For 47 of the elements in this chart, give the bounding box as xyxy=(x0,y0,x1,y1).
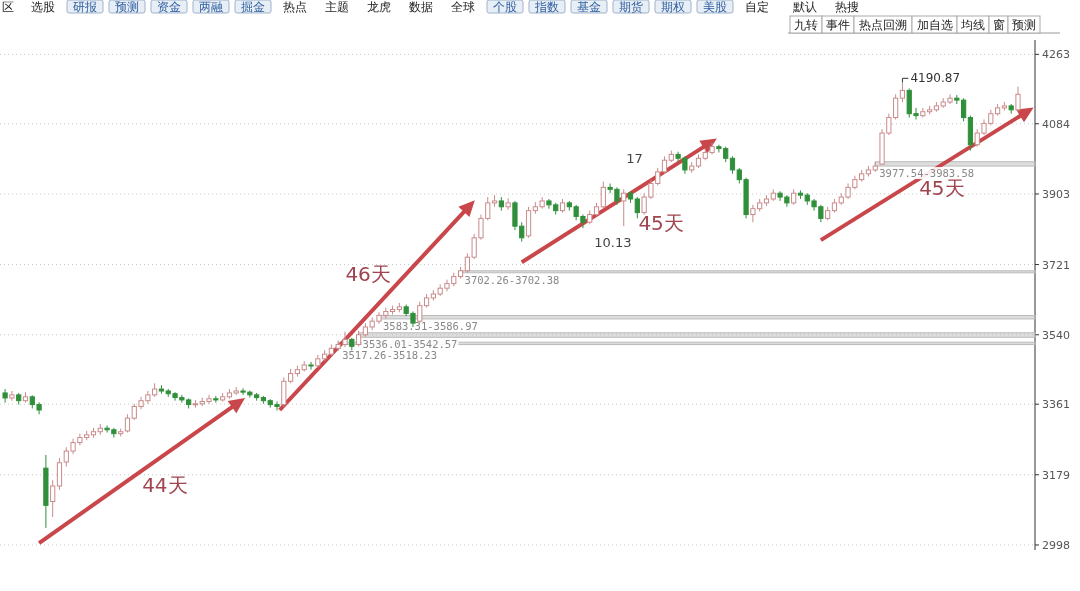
y-tick-label: 3903 xyxy=(1042,187,1070,201)
text: 均线 xyxy=(960,18,985,32)
annotation: 44天 xyxy=(142,472,188,497)
text: 资金 xyxy=(157,0,181,14)
text: 加自选 xyxy=(916,18,953,32)
y-tick-label: 3361 xyxy=(1042,398,1070,412)
text: 热点 xyxy=(283,0,307,14)
text: 窗 xyxy=(992,18,1005,32)
y-tick-label: 4084 xyxy=(1042,117,1070,131)
text: 区 xyxy=(1,0,14,14)
text: 美股 xyxy=(703,0,727,14)
text: 指数 xyxy=(534,0,559,14)
text: 预测 xyxy=(1012,18,1036,32)
text: 九转 xyxy=(794,18,818,32)
text: 期货 xyxy=(619,0,643,14)
y-tick-label: 3540 xyxy=(1042,328,1070,342)
text: 选股 xyxy=(31,0,55,14)
text: 全球 xyxy=(451,0,475,14)
y-tick-label: 2998 xyxy=(1042,538,1070,552)
y-tick-label: 3721 xyxy=(1042,258,1070,272)
text: 自定 xyxy=(745,0,769,14)
band-label: 3583.31-3586.97 xyxy=(382,319,478,332)
annotation: 4190.87 xyxy=(910,71,961,86)
text: 两融 xyxy=(199,0,223,14)
text: 默认 xyxy=(792,0,817,14)
annotation: 46天 xyxy=(345,262,391,287)
text: 热搜 xyxy=(835,0,859,14)
text: 基金 xyxy=(577,0,601,14)
text: 龙虎 xyxy=(367,0,391,14)
annotation: 17 xyxy=(626,151,643,167)
band-label: 3536.01-3542.57 xyxy=(362,338,458,351)
annotation: 10.13 xyxy=(594,235,632,251)
y-tick-label: 3179 xyxy=(1042,468,1070,482)
text: 期权 xyxy=(661,0,685,14)
text: 事件 xyxy=(826,18,850,32)
band-label: 3517.26-3518.23 xyxy=(342,349,438,362)
text: 预测 xyxy=(115,0,139,14)
text: 掘金 xyxy=(241,0,265,14)
text: 数据 xyxy=(409,0,433,14)
text: 热点回溯 xyxy=(859,18,907,32)
band-label: 3702.26-3702.38 xyxy=(464,273,560,286)
text: 个股 xyxy=(493,0,517,14)
y-tick-label: 4263 xyxy=(1042,48,1070,62)
band-label: 3977.54-3983.58 xyxy=(879,167,975,180)
text: 研报 xyxy=(73,0,97,14)
text: 主题 xyxy=(325,0,349,14)
annotation: 45天 xyxy=(638,211,684,236)
